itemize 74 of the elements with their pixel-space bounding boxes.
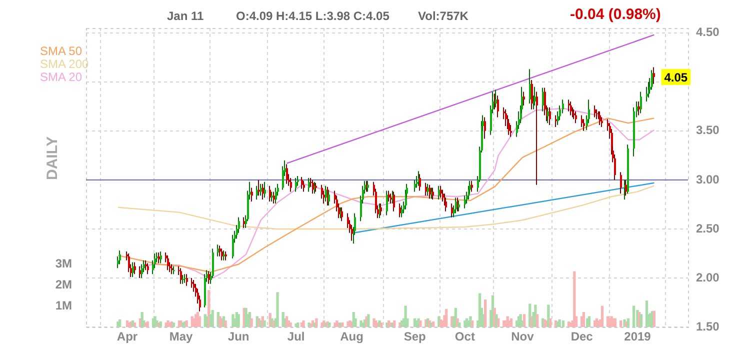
- bar: [198, 316, 201, 327]
- candlestick: [134, 262, 136, 275]
- candlestick: [264, 181, 266, 198]
- bar: [211, 310, 214, 327]
- bar: [224, 320, 227, 327]
- candlestick: [549, 106, 551, 126]
- y-tick-label: 2.50: [696, 221, 720, 236]
- bar: [582, 312, 586, 327]
- candlestick: [251, 187, 253, 202]
- y2-tick-label: 3M: [55, 256, 72, 271]
- bar: [573, 271, 576, 327]
- text: DAILY: [44, 136, 61, 180]
- bar: [632, 306, 636, 327]
- candlestick: [484, 116, 486, 140]
- bar: [600, 306, 604, 327]
- candlestick: [471, 180, 473, 192]
- x-tick-label: 2019: [624, 330, 652, 344]
- text: Vol:757K: [418, 9, 468, 23]
- candlestick: [562, 99, 564, 114]
- bar: [250, 318, 253, 327]
- candlestick: [640, 91, 642, 114]
- bar: [562, 320, 565, 327]
- bar: [315, 318, 318, 327]
- candlestick: [620, 172, 622, 194]
- bar: [484, 299, 487, 327]
- x-tick-label: Jul: [287, 330, 305, 344]
- text: SMA 200: [40, 57, 89, 71]
- bar: [393, 320, 396, 327]
- candlestick: [303, 180, 305, 192]
- bar: [626, 318, 630, 327]
- text: SMA 50: [40, 44, 82, 58]
- x-tick-label: Apr: [116, 330, 138, 344]
- text: -0.04 (0.98%): [570, 6, 661, 23]
- x-tick-label: Aug: [340, 330, 364, 344]
- x-tick-label: Sep: [404, 330, 426, 344]
- y-tick-label: 4.50: [696, 25, 720, 40]
- y2-tick-label: 1M: [55, 298, 72, 312]
- bar: [497, 318, 500, 327]
- y-tick-label: 1.50: [696, 319, 720, 334]
- x-tick-label: Dec: [570, 330, 594, 344]
- bar: [458, 322, 461, 327]
- bar: [548, 318, 552, 327]
- x-tick-label: May: [169, 330, 194, 344]
- candlestick: [575, 110, 577, 124]
- candlestick: [653, 66, 655, 84]
- annotation: 4.05: [664, 70, 688, 84]
- candlestick: [536, 91, 538, 186]
- candlestick: [523, 91, 525, 106]
- bar: [522, 314, 526, 327]
- candlestick: [173, 266, 175, 275]
- text: Jan 11: [167, 9, 204, 23]
- candlestick: [160, 251, 162, 264]
- y-tick-label: 3.00: [696, 172, 720, 186]
- bar: [276, 292, 279, 327]
- candlestick: [583, 118, 585, 132]
- candlestick: [290, 177, 292, 192]
- bar: [619, 320, 622, 327]
- bar: [302, 320, 305, 327]
- x-tick-label: Oct: [454, 330, 475, 344]
- candlestick: [147, 262, 149, 275]
- bar: [445, 308, 448, 327]
- candlestick: [119, 250, 121, 265]
- x-tick-label: Nov: [511, 330, 534, 344]
- candlestick: [497, 95, 499, 118]
- y-tick-label: 3.50: [696, 123, 720, 138]
- x-tick-label: Jun: [228, 330, 250, 344]
- candlestick: [186, 274, 188, 286]
- bar: [471, 320, 474, 327]
- y2-tick-label: 2M: [55, 277, 72, 292]
- y-tick-label: 2.00: [696, 270, 720, 284]
- text: O:4.09 H:4.15 L:3.98 C:4.05: [236, 9, 390, 23]
- bar: [536, 314, 539, 327]
- bar: [263, 320, 266, 327]
- text: SMA 20: [40, 70, 82, 84]
